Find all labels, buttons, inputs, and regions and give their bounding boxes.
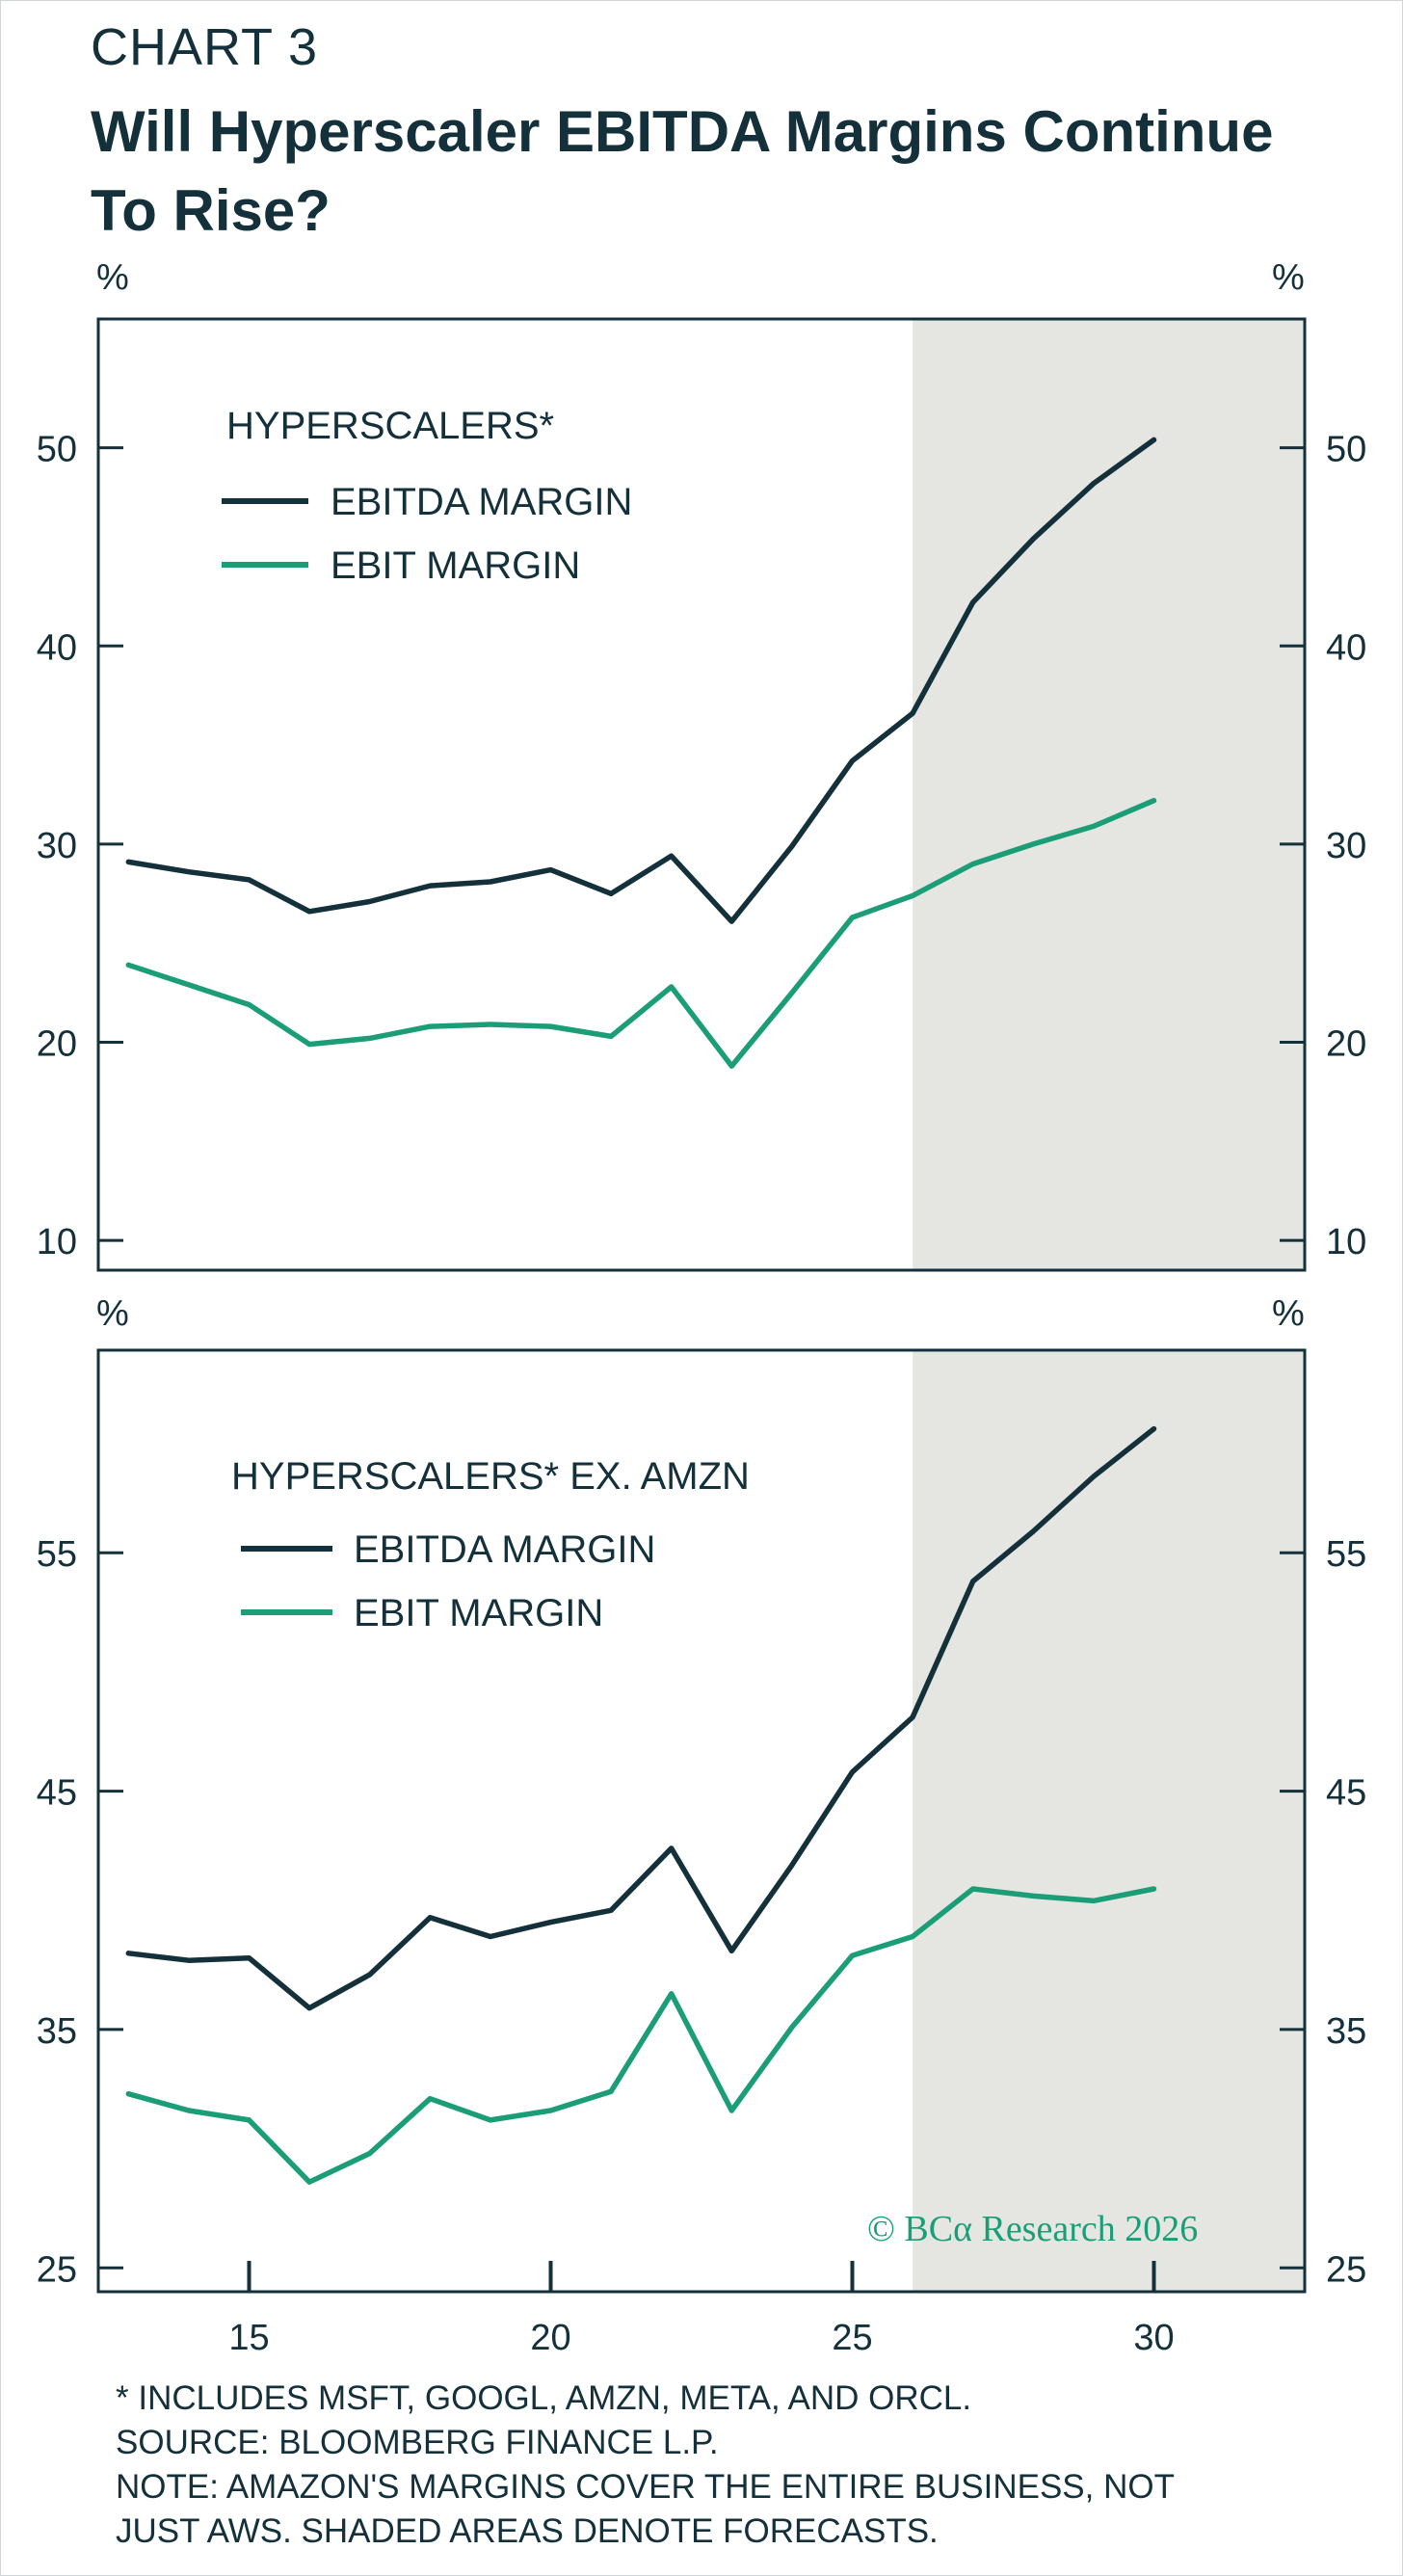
legend-label: EBITDA MARGIN xyxy=(354,1528,655,1571)
legend-label: EBITDA MARGIN xyxy=(331,481,632,523)
y-tick-label-left: 45 xyxy=(37,1773,77,1814)
chart-panel-2: % % 25 25 35 35 45 45 55 55 15 20 25 30 HYPERSCALERS* … xyxy=(37,1293,1367,2358)
series-line-ebitda-margin xyxy=(125,437,1157,924)
plot-frame xyxy=(96,317,1307,1272)
legend-title: HYPERSCALERS* EX. AMZN xyxy=(231,1455,750,1498)
chart-label: CHART 3 xyxy=(91,18,319,76)
plot-frame xyxy=(96,1348,1307,2294)
y-tick-label-left: 35 xyxy=(37,2011,77,2052)
y-tick-label-right: 55 xyxy=(1326,1534,1366,1575)
footnote-includes: * INCLUDES MSFT, GOOGL, AMZN, META, AND … xyxy=(116,2379,972,2417)
y-tick-label-right: 30 xyxy=(1326,826,1366,866)
y-tick-label-left: 55 xyxy=(37,1534,77,1575)
y-tick-label-left: 20 xyxy=(37,1024,77,1065)
footnote-note-line2: JUST AWS. SHADED AREAS DENOTE FORECASTS. xyxy=(116,2512,939,2550)
y-tick-label-right: 25 xyxy=(1326,2249,1366,2290)
y-tick-label-left: 50 xyxy=(37,430,77,470)
y-unit-left: % xyxy=(96,257,129,298)
y-tick-label-right: 35 xyxy=(1326,2011,1366,2052)
y-unit-left: % xyxy=(96,1293,129,1334)
y-tick-label-right: 10 xyxy=(1326,1222,1366,1262)
copyright-text: © BCα Research 2026 xyxy=(867,2209,1198,2249)
series-line-ebit-margin xyxy=(125,797,1157,1069)
series-line-ebit-margin xyxy=(125,1886,1157,2185)
x-tick-label: 20 xyxy=(530,2318,570,2358)
x-tick-label: 30 xyxy=(1133,2318,1174,2358)
chart-panel-1: % % 10 10 20 20 30 30 40 40 50 50 HYPERSCALERS* EBITD… xyxy=(37,257,1366,1272)
y-unit-right: % xyxy=(1272,257,1305,298)
y-unit-right: % xyxy=(1272,1293,1305,1334)
x-tick-label: 15 xyxy=(228,2318,269,2358)
legend-label: EBIT MARGIN xyxy=(354,1592,603,1634)
y-tick-label-left: 25 xyxy=(37,2249,77,2290)
page-title: Will Hyperscaler EBITDA Margins Continue… xyxy=(91,99,1274,243)
footnote-note-line1: NOTE: AMAZON'S MARGINS COVER THE ENTIRE … xyxy=(116,2468,1175,2506)
footnotes: * INCLUDES MSFT, GOOGL, AMZN, META, AND … xyxy=(116,2377,1368,2554)
legend-label: EBIT MARGIN xyxy=(331,544,580,587)
y-tick-label-right: 20 xyxy=(1326,1024,1366,1065)
y-tick-label-left: 10 xyxy=(37,1222,77,1262)
y-tick-label-right: 45 xyxy=(1326,1773,1366,1814)
forecast-shade xyxy=(913,1350,1305,2292)
forecast-shade xyxy=(913,319,1305,1270)
x-tick-label: 25 xyxy=(832,2318,872,2358)
footnote-source: SOURCE: BLOOMBERG FINANCE L.P. xyxy=(116,2424,719,2461)
y-tick-label-left: 40 xyxy=(37,627,77,668)
series-line-ebitda-margin xyxy=(125,1425,1157,2011)
y-tick-label-right: 40 xyxy=(1326,627,1366,668)
y-tick-label-left: 30 xyxy=(37,826,77,866)
y-tick-label-right: 50 xyxy=(1326,430,1366,470)
legend-title: HYPERSCALERS* xyxy=(226,405,554,447)
